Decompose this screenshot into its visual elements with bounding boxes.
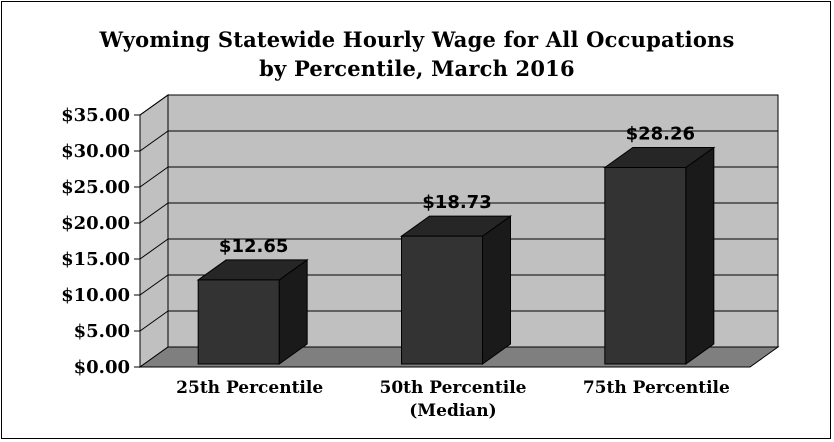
category-label: 50th Percentile [380,378,527,398]
data-label: $28.26 [626,124,695,145]
data-label: $18.73 [422,192,491,213]
gridline-side [139,202,169,224]
chart-title-line-1: Wyoming Statewide Hourly Wage for All Oc… [99,27,735,52]
y-tick-label: $30.00 [61,141,130,162]
gridline-side [139,94,169,116]
y-tick-label: $5.00 [74,321,130,342]
bar-side [482,215,511,365]
gridline-side [139,238,169,260]
side-wall [139,94,169,368]
bar [604,167,687,365]
bar [401,235,483,365]
chart-title-line-2: by Percentile, March 2016 [259,56,575,81]
gridline-side [139,166,169,188]
gridline-side [139,130,169,152]
y-tick-label: $0.00 [74,357,130,378]
gridline-side [139,274,169,296]
gridline-side [139,310,169,332]
y-tick-label: $25.00 [61,177,130,198]
data-label: $12.65 [219,236,288,257]
y-tick-label: $20.00 [61,213,130,234]
category-label: 75th Percentile [583,378,730,398]
y-tick-label: $10.00 [61,285,130,306]
bar [197,279,280,365]
bar-side [685,146,715,365]
y-tick-label: $35.00 [61,105,130,126]
category-label: 25th Percentile [176,378,323,398]
y-tick-label: $15.00 [61,249,130,270]
category-label: (Median) [409,401,496,421]
